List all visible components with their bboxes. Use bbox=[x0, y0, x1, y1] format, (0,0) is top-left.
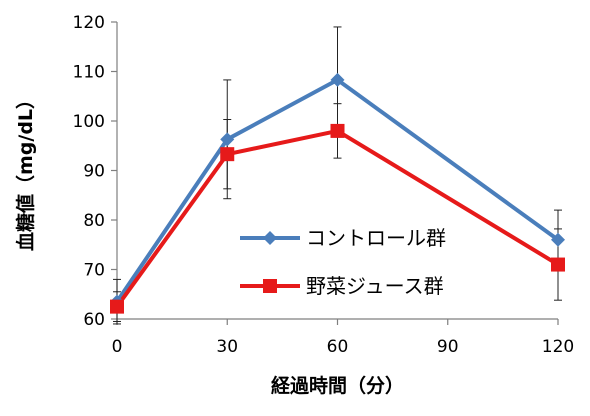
data-point-square bbox=[220, 147, 235, 162]
series-markers bbox=[110, 72, 565, 314]
y-tick-label: 70 bbox=[83, 261, 105, 281]
x-tick-label: 90 bbox=[437, 337, 459, 357]
y-tick-label: 100 bbox=[73, 112, 105, 132]
y-tick-label: 60 bbox=[83, 310, 105, 330]
series-line-0 bbox=[115, 77, 560, 303]
data-point-square bbox=[551, 257, 565, 272]
series-line-1 bbox=[115, 128, 560, 308]
legend-item-vegetable-juice: 野菜ジュース群 bbox=[240, 274, 444, 298]
legend-label-vegetable-juice: 野菜ジュース群 bbox=[306, 274, 444, 298]
x-tick-label: 120 bbox=[542, 337, 574, 357]
legend-label-control: コントロール群 bbox=[306, 226, 446, 250]
x-tick-label: 60 bbox=[327, 337, 349, 357]
ticks: 60 70 80 90 100 110 120 0 30 60 90 120 bbox=[73, 13, 575, 357]
x-tick-label: 0 bbox=[112, 337, 123, 357]
legend-item-control: コントロール群 bbox=[240, 226, 446, 250]
legend: コントロール群 野菜ジュース群 bbox=[240, 226, 446, 298]
y-tick-label: 110 bbox=[73, 63, 105, 83]
data-point-diamond bbox=[330, 72, 345, 87]
data-point-diamond bbox=[551, 232, 565, 247]
legend-marker-square bbox=[263, 279, 277, 293]
x-tick-label: 30 bbox=[216, 337, 238, 357]
y-tick-label: 120 bbox=[73, 13, 105, 33]
series-lines bbox=[115, 77, 560, 308]
x-axis-title: 経過時間（分） bbox=[271, 374, 404, 397]
y-axis-title: 血糖値（mg/dL） bbox=[14, 90, 37, 251]
y-tick-label: 80 bbox=[83, 211, 105, 231]
data-point-diamond bbox=[220, 132, 235, 147]
data-point-square bbox=[330, 123, 345, 138]
y-tick-label: 90 bbox=[83, 162, 105, 182]
legend-marker-diamond bbox=[263, 231, 277, 245]
data-point-square bbox=[110, 299, 124, 314]
